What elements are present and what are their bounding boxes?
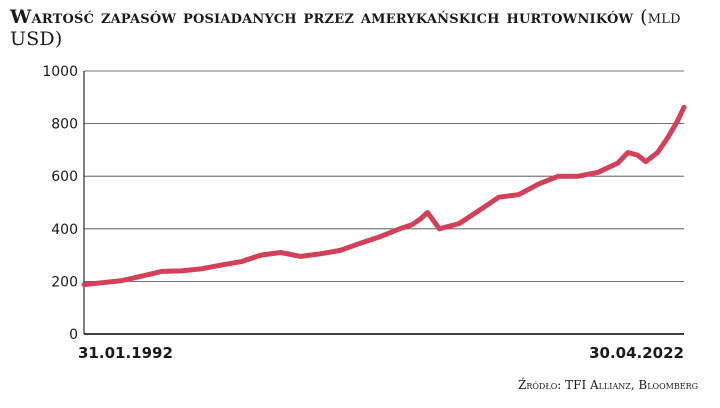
y-tick-label: 400	[51, 222, 78, 238]
chart-title-main: Wartość zapasów posiadanych przez ameryk…	[10, 6, 634, 28]
x-tick-label: 30.04.2022	[589, 344, 684, 362]
chart-title-unit: (mld USD)	[10, 6, 681, 50]
y-tick-label: 200	[51, 274, 78, 290]
series-line	[81, 104, 687, 288]
y-tick-label: 0	[69, 327, 78, 343]
x-tick-labels: 31.01.1992 30.04.2022	[78, 344, 684, 362]
y-tick-label: 1000	[42, 64, 78, 80]
y-tick-labels: 0 200 400 600 800 1000	[42, 64, 78, 343]
chart-title: Wartość zapasów posiadanych przez ameryk…	[10, 6, 710, 50]
y-tick-label: 800	[51, 117, 78, 133]
source-note: Źródło: TFI Allianz, Bloomberg	[518, 378, 698, 392]
x-tick-label: 31.01.1992	[78, 344, 173, 362]
grid-lines	[83, 70, 684, 335]
y-tick-label: 600	[51, 169, 78, 185]
